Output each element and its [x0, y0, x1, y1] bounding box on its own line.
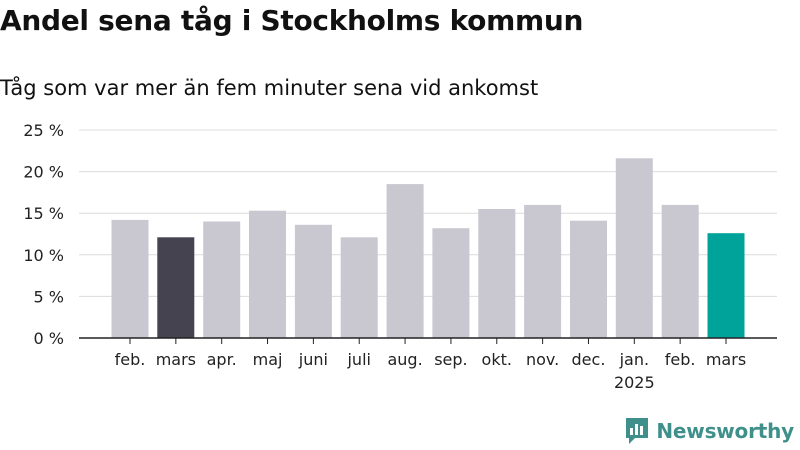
x-tick-label: juli	[346, 350, 370, 369]
logo-text: Newsworthy	[656, 419, 794, 443]
bar-juni	[294, 224, 332, 338]
x-tick-label: jan.	[619, 350, 649, 369]
bar-juli	[340, 237, 378, 338]
bar-maj	[249, 210, 286, 338]
x-tick-label: aug.	[387, 350, 422, 369]
bar-nov	[524, 204, 562, 338]
bar-apr	[203, 221, 241, 338]
chart-title: Andel sena tåg i Stockholms kommun	[0, 4, 584, 37]
bar-aug	[386, 184, 424, 338]
x-tick-label: mars	[706, 350, 746, 369]
chart-subtitle: Tåg som var mer än fem minuter sena vid …	[0, 76, 539, 100]
bar-dec	[570, 220, 607, 338]
bar-feb	[661, 204, 699, 338]
x-tick-label: mars	[156, 350, 196, 369]
x-tick-label: maj	[253, 350, 283, 369]
gridlines	[79, 129, 777, 297]
x-tick-label: nov.	[526, 350, 559, 369]
bar-mars	[707, 233, 745, 338]
bars	[111, 158, 745, 338]
x-tick-label: juni	[298, 350, 328, 369]
x-tick-label: apr.	[207, 350, 237, 369]
x-tick-label: sep.	[434, 350, 467, 369]
bar-jan	[615, 158, 653, 338]
bar-sep	[432, 228, 470, 338]
y-tick-label: 15 %	[23, 204, 64, 223]
y-tick-label: 20 %	[23, 163, 64, 182]
bar-okt	[478, 209, 516, 338]
x-tick-label: okt.	[482, 350, 512, 369]
bar-mars	[157, 237, 195, 338]
x-tick-year-label: 2025	[614, 373, 655, 392]
newsworthy-logo: Newsworthy	[624, 416, 794, 446]
y-tick-label: 0 %	[34, 329, 64, 348]
y-tick-label: 5 %	[34, 287, 64, 306]
bar-feb	[111, 219, 149, 338]
x-axis-ticks: feb. mars apr. maj juni juli aug. sep. okt. nov. d…	[115, 338, 746, 392]
x-tick-label: feb.	[115, 350, 146, 369]
x-tick-label: feb.	[665, 350, 696, 369]
x-tick-label: dec.	[572, 350, 606, 369]
y-axis-ticks: 0 % 5 % 10 % 15 % 20 % 25 %	[23, 121, 64, 348]
y-tick-label: 10 %	[23, 246, 64, 265]
y-tick-label: 25 %	[23, 121, 64, 140]
bar-chart-bubble-icon	[626, 418, 649, 444]
